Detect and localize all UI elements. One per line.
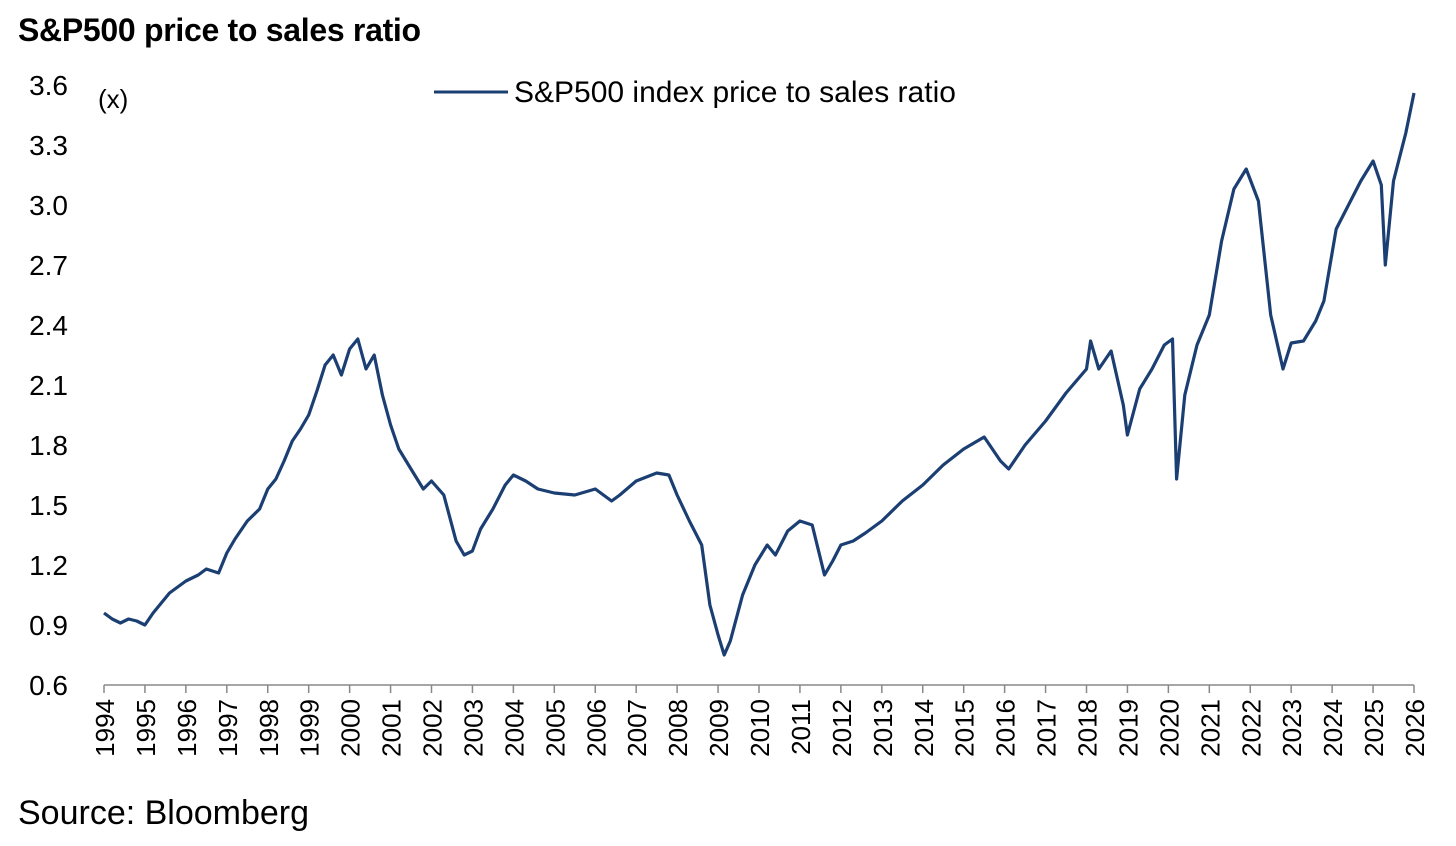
source-note: Source: Bloomberg (18, 794, 310, 832)
y-tick-label: 1.2 (29, 550, 68, 581)
x-tick-label: 2021 (1195, 699, 1225, 757)
y-tick-label: 2.4 (29, 310, 68, 341)
x-tick-label: 2025 (1359, 699, 1389, 757)
y-tick-label: 1.8 (29, 430, 68, 461)
chart-title: S&P500 price to sales ratio (18, 12, 421, 48)
x-tick-label: 2007 (622, 699, 652, 757)
x-tick-label: 2009 (704, 699, 734, 757)
y-tick-label: 3.3 (29, 130, 68, 161)
legend-label: S&P500 index price to sales ratio (514, 76, 956, 109)
x-tick-label: 2010 (745, 699, 775, 757)
x-axis: 1994 1995 1996 1997 1998 1999 2000 2001 2002 2003… (90, 684, 1430, 757)
x-tick-label: 2005 (540, 699, 570, 757)
x-tick-label: 2016 (991, 699, 1021, 757)
x-tick-label: 2017 (1032, 699, 1062, 757)
y-tick-label: 0.9 (29, 610, 68, 641)
y-tick-label: 0.6 (29, 670, 68, 701)
series-line-ps-ratio (103, 92, 1416, 657)
x-tick-label: 2013 (868, 699, 898, 757)
x-tick-label: 2024 (1318, 699, 1348, 757)
x-tick-label: 1995 (131, 699, 161, 757)
x-tick-label: 2018 (1073, 699, 1103, 757)
x-tick-label: 2011 (786, 699, 816, 755)
x-tick-label: 1998 (254, 699, 284, 757)
y-tick-label: 3.6 (29, 70, 68, 101)
x-tick-label: 2006 (581, 699, 611, 757)
x-tick-label: 2002 (418, 699, 448, 757)
x-tick-label: 2008 (663, 699, 693, 757)
x-tick-label: 2004 (499, 699, 529, 757)
y-axis-unit-label: (x) (98, 84, 128, 114)
x-tick-label: 2003 (458, 699, 488, 757)
x-tick-label: 2019 (1113, 699, 1143, 757)
y-tick-label: 2.7 (29, 250, 68, 281)
x-tick-label: 2012 (827, 699, 857, 757)
x-tick-label: 1994 (90, 699, 120, 757)
x-tick-label: 2000 (336, 699, 366, 757)
x-tick-label: 1996 (172, 699, 202, 757)
x-tick-label: 1997 (213, 699, 243, 757)
x-tick-label: 2026 (1400, 699, 1430, 757)
x-tick-label: 2001 (377, 699, 407, 757)
x-tick-label: 2015 (950, 699, 980, 757)
x-tick-label: 1999 (295, 699, 325, 757)
y-tick-label: 2.1 (29, 370, 68, 401)
y-tick-label: 3.0 (29, 190, 68, 221)
x-tick-label: 2023 (1277, 699, 1307, 757)
y-axis: 0.6 0.9 1.2 1.5 1.8 2.1 2.4 2.7 3.0 3.3 3.6 (29, 70, 68, 701)
legend: S&P500 index price to sales ratio (434, 76, 956, 109)
x-tick-label: 2014 (909, 699, 939, 757)
y-tick-label: 1.5 (29, 490, 68, 521)
x-tick-label: 2020 (1154, 699, 1184, 757)
x-tick-label: 2022 (1236, 699, 1266, 757)
series-layer (103, 92, 1416, 657)
